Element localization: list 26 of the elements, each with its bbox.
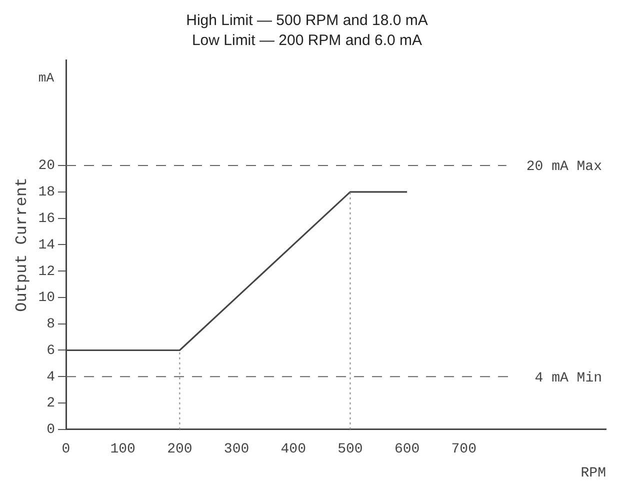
y-tick-label: 18 <box>38 184 56 201</box>
y-tick-label: 4 <box>46 369 56 386</box>
chart-title: High Limit — 500 RPM and 18.0 mA <box>186 12 428 30</box>
y-tick-label: 20 <box>38 158 56 174</box>
x-tick-label: 600 <box>394 442 420 458</box>
y-tick-label: 6 <box>46 342 56 359</box>
ref-line-label: 20 mA Max <box>526 159 602 176</box>
x-tick-label: 700 <box>451 442 477 458</box>
y-tick-label: 0 <box>46 422 56 438</box>
y-tick-label: 8 <box>46 316 56 333</box>
x-tick-label: 300 <box>224 442 250 458</box>
x-tick-label: 200 <box>167 442 192 458</box>
y-tick-label: 12 <box>38 264 56 280</box>
x-tick-label: 100 <box>110 442 136 458</box>
text: mA <box>38 70 54 86</box>
y-tick-label: 10 <box>38 290 56 306</box>
y-tick-label: 14 <box>38 237 56 254</box>
ref-line-label: 4 mA Min <box>534 370 602 386</box>
x-tick-label: 400 <box>280 442 306 458</box>
chart-subtitle: Low Limit — 200 RPM and 6.0 mA <box>192 32 422 50</box>
x-axis-title: RPM <box>580 465 606 482</box>
y-tick-label: 2 <box>46 396 56 412</box>
x-tick-label: 500 <box>338 442 363 458</box>
y-tick-label: 16 <box>38 211 56 228</box>
y-axis-title: Output Current <box>12 177 31 312</box>
x-tick-label: 0 <box>62 442 70 458</box>
